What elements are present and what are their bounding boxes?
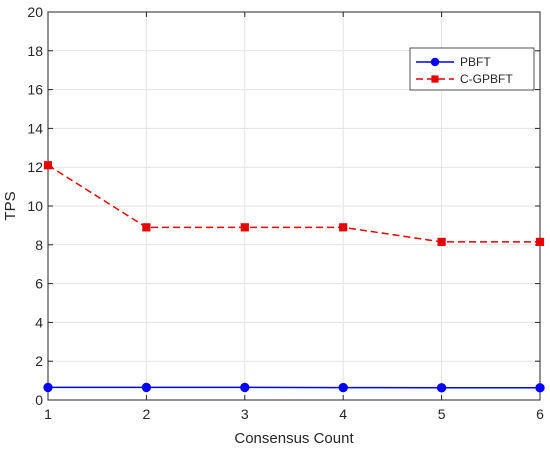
data-point (240, 223, 249, 232)
y-tick-label: 14 (27, 120, 43, 136)
y-tick-label: 20 (27, 4, 43, 20)
y-axis: 0 2 4 6 8 10 12 14 16 18 20 (27, 4, 540, 408)
data-point (535, 383, 545, 393)
x-tick-label: 5 (438, 406, 446, 422)
x-tick-label: 2 (143, 406, 151, 422)
data-point (142, 223, 151, 232)
grid (47, 11, 541, 401)
data-point (240, 382, 250, 393)
series-layer (43, 161, 545, 393)
y-tick-label: 2 (35, 353, 43, 369)
y-tick-label: 0 (35, 392, 43, 408)
y-tick-label: 10 (27, 198, 43, 214)
x-axis: 1 2 3 4 5 6 (44, 12, 544, 422)
x-tick-label: 3 (241, 406, 249, 422)
y-axis-title: TPS (2, 191, 19, 220)
legend-marker (430, 57, 440, 67)
y-tick-label: 6 (35, 276, 43, 292)
x-axis-title: Consensus Count (234, 430, 354, 447)
data-point (535, 237, 545, 246)
legend-box (409, 47, 535, 91)
data-point (43, 161, 53, 170)
legend-marker (431, 75, 439, 83)
legend-label: C-GPBFT (460, 72, 513, 86)
data-point (43, 382, 53, 393)
series-line-1 (47, 164, 540, 243)
data-point (437, 237, 446, 246)
y-tick-label: 12 (27, 159, 43, 175)
data-point (338, 382, 348, 393)
legend: PBFT C-GPBFT (409, 47, 535, 91)
y-tick-label: 4 (35, 314, 43, 330)
y-tick-label: 8 (35, 237, 43, 253)
data-point (141, 382, 152, 393)
data-point (339, 223, 348, 232)
y-tick-label: 18 (27, 43, 43, 59)
x-tick-label: 4 (339, 406, 347, 422)
y-tick-label: 16 (27, 82, 43, 98)
legend-label: PBFT (460, 55, 491, 69)
x-tick-label: 6 (536, 406, 544, 422)
x-tick-label: 1 (44, 406, 52, 422)
data-point (436, 383, 447, 393)
